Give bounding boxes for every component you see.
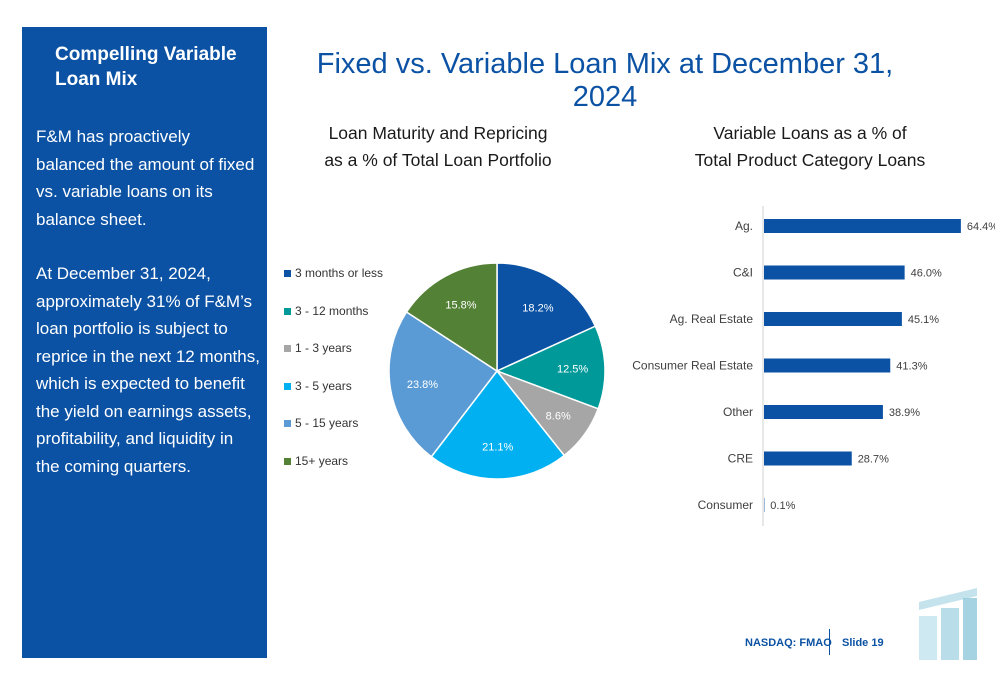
bar-chart-title: Variable Loans as a % of Total Product C… xyxy=(640,120,980,174)
pie-slice-5-15-years xyxy=(388,310,499,458)
bar-value-consumer: 0.1% xyxy=(770,500,795,512)
bar-chart-title-line-2: Total Product Category Loans xyxy=(694,150,926,170)
legend-label-3-12-months: 3 - 12 months xyxy=(295,303,369,318)
legend-swatch-3-months-or-less xyxy=(284,270,291,277)
pie-slice-3-months-or-less xyxy=(496,262,597,373)
pie-slice-3-12-months xyxy=(495,325,605,410)
bar-category-consumer: Consumer xyxy=(698,498,753,512)
sidebar-paragraph-2: At December 31, 2024, approximately 31% … xyxy=(36,264,260,476)
bar-category-consumer-real-estate: Consumer Real Estate xyxy=(632,359,753,373)
sidebar-panel: Compelling Variable Loan Mix F&M has pro… xyxy=(22,27,267,658)
pie-label-3-12-months: 12.5% xyxy=(557,363,588,375)
sidebar-title: Compelling Variable Loan Mix xyxy=(55,44,237,90)
pie-label-15-years: 15.8% xyxy=(445,300,476,312)
bar-cre xyxy=(764,451,852,466)
bar-value-cre: 28.7% xyxy=(858,454,889,466)
legend-swatch-5-15-years xyxy=(284,420,291,427)
legend-item-1-3-years: 1 - 3 years xyxy=(284,341,414,379)
bar-category-ag-real-estate: Ag. Real Estate xyxy=(670,312,754,326)
bar-category-ag: Ag. xyxy=(735,219,753,233)
footer-slide-number: Slide 19 xyxy=(842,637,884,649)
pie-slice-15-years xyxy=(405,262,498,373)
pie-chart: 18.2% 12.5% 8.6% 21.1% 23.8% 15.8% xyxy=(388,262,605,480)
legend-label-3-months-or-less: 3 months or less xyxy=(295,266,384,280)
legend-item-3-months-or-less: 3 months or less xyxy=(284,266,414,304)
legend-label-15-years: 15+ years xyxy=(295,453,349,468)
pie-chart-title-line-2: as a % of Total Loan Portfolio xyxy=(324,150,552,170)
bar-consumer-real-estate xyxy=(764,358,891,373)
legend-swatch-15-years xyxy=(284,457,291,465)
pie-label-1-3-years: 8.6% xyxy=(546,410,571,422)
pie-label-5-15-years: 23.8% xyxy=(407,379,438,391)
pie-label-3-5-years: 21.1% xyxy=(482,442,513,454)
sidebar-paragraph-1: F&M has proactively balanced the amount … xyxy=(36,127,255,229)
footer-divider xyxy=(829,629,830,655)
bar-ag xyxy=(764,219,961,233)
pie-chart-title-line-1: Loan Maturity and Repricing xyxy=(328,123,548,143)
pie-slice-3-5-years xyxy=(430,369,566,480)
legend-label-3-5-years: 3 - 5 years xyxy=(295,378,352,393)
bar-value-consumer-real-estate: 41.3% xyxy=(896,361,927,373)
pie-label-3-months-or-less: 18.2% xyxy=(522,302,553,314)
bar-c-i xyxy=(764,265,905,280)
sidebar-body: F&M has proactively balanced the amount … xyxy=(36,123,261,507)
bar-value-ag: 64.4% xyxy=(967,221,995,233)
company-logo-icon xyxy=(919,588,977,660)
legend-swatch-1-3-years xyxy=(284,345,291,352)
legend-label-1-3-years: 1 - 3 years xyxy=(295,341,352,355)
bar-value-ag-real-estate: 45.1% xyxy=(908,314,939,326)
footer-ticker: NASDAQ: FMAO xyxy=(745,637,832,649)
legend-swatch-3-5-years xyxy=(284,382,291,390)
legend-item-3-5-years: 3 - 5 years xyxy=(284,379,414,417)
bar-value-other: 38.9% xyxy=(889,407,920,419)
bar-category-c-i: C&I xyxy=(733,266,753,280)
pie-legend: 3 months or less 3 - 12 months 1 - 3 years… xyxy=(284,266,414,491)
legend-swatch-3-12-months xyxy=(284,307,291,315)
bar-ag-real-estate xyxy=(764,312,902,326)
bar-category-other: Other xyxy=(723,405,753,419)
legend-item-3-12-months: 3 - 12 months xyxy=(284,304,414,342)
legend-item-5-15-years: 5 - 15 years xyxy=(284,416,414,454)
bar-chart: Ag. 64.4% C&I 46.0% Ag. Real Estate 45.1% Cons… xyxy=(632,206,995,526)
bar-category-cre: CRE xyxy=(728,452,753,466)
bar-other xyxy=(764,405,883,419)
pie-chart-title: Loan Maturity and Repricing as a % of To… xyxy=(288,120,588,174)
slide-title: Fixed vs. Variable Loan Mix at December … xyxy=(316,48,894,113)
bar-chart-title-line-1: Variable Loans as a % of xyxy=(713,123,907,143)
bar-value-c-i: 46.0% xyxy=(911,268,942,280)
legend-item-15-years: 15+ years xyxy=(284,454,414,492)
legend-label-5-15-years: 5 - 15 years xyxy=(295,416,359,430)
